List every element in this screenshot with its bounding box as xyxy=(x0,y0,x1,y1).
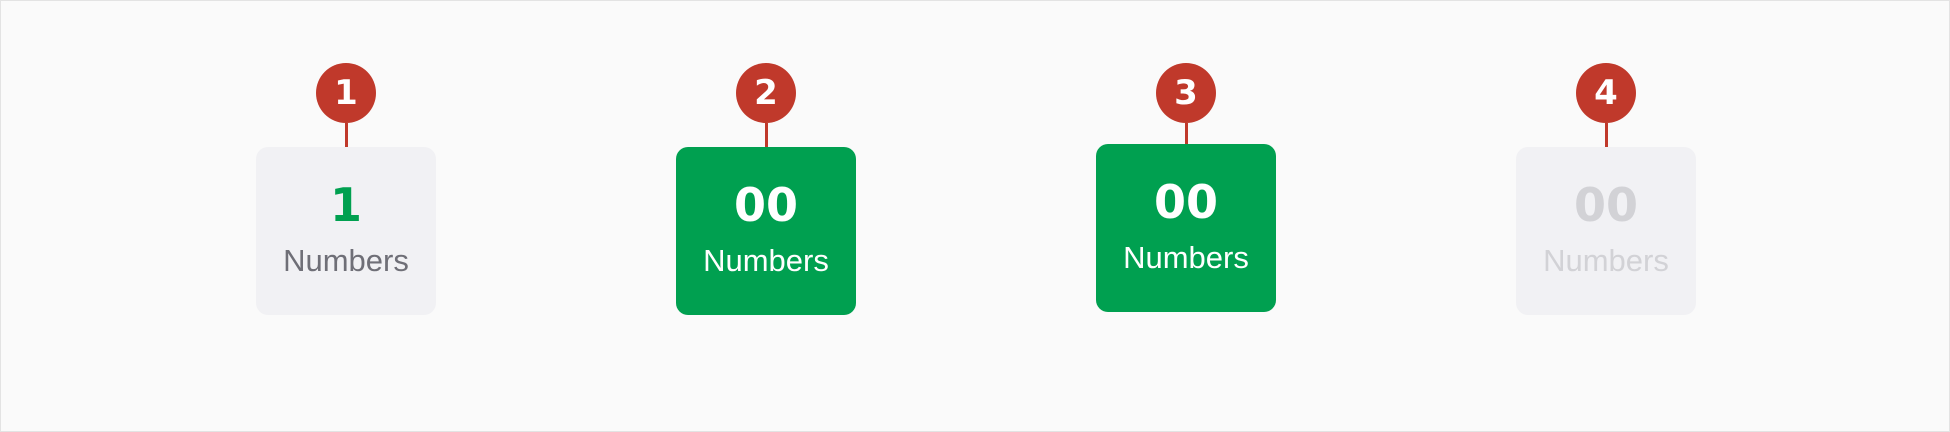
annotation-marker-1: 1 xyxy=(316,63,376,123)
annotation-marker-4: 4 xyxy=(1576,63,1636,123)
annotation-pin-3 xyxy=(1185,123,1188,147)
annotation-pin-4 xyxy=(1605,123,1608,147)
annotation-pin-2 xyxy=(765,123,768,147)
tile-value: 00 xyxy=(733,178,798,232)
annotation-marker-2: 2 xyxy=(736,63,796,123)
tile-value: 00 xyxy=(1573,178,1638,232)
number-tile-disabled: 00 Numbers xyxy=(1516,147,1696,315)
number-tile-selected[interactable]: 00 Numbers xyxy=(676,147,856,315)
number-tile-default[interactable]: 1 Numbers xyxy=(256,147,436,315)
tile-label: Numbers xyxy=(1123,240,1249,275)
tile-label: Numbers xyxy=(703,243,829,278)
number-tile-pressed[interactable]: 00 Numbers xyxy=(1096,144,1276,312)
tile-value: 00 xyxy=(1153,175,1218,229)
tile-label: Numbers xyxy=(1543,243,1669,278)
annotation-marker-3: 3 xyxy=(1156,63,1216,123)
tile-value: 1 xyxy=(329,178,362,232)
tile-label: Numbers xyxy=(283,243,409,278)
annotation-pin-1 xyxy=(345,123,348,147)
